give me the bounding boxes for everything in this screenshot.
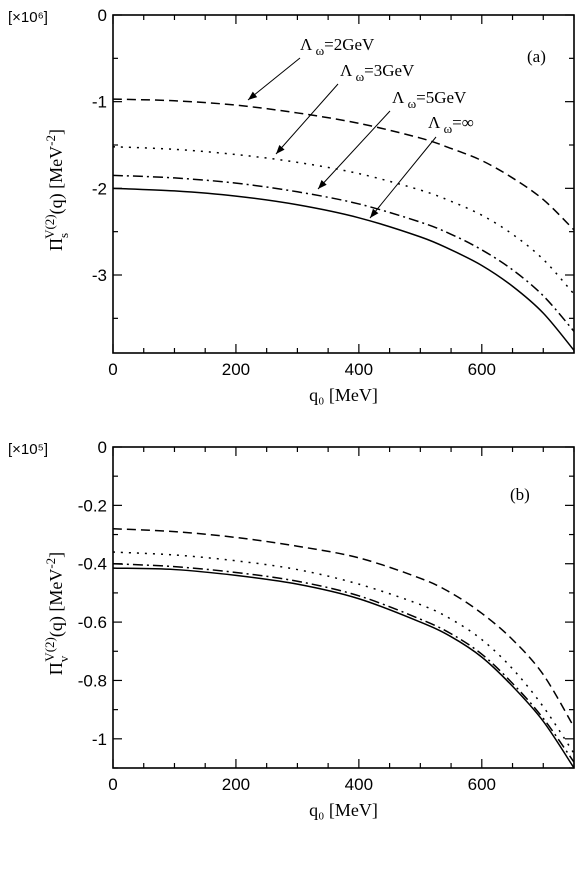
x-tick-label: 400 [345,775,373,794]
x-tick-label: 0 [108,775,117,794]
series-line-dashdot [113,174,574,332]
chart-panel-b: 0 200 400 600 0 -0.2 -0.4 -0.6 -0.8 -1 [×10⁵] (b) q₀… [8,438,575,820]
y-tick-label: -0.6 [78,613,107,632]
x-tick-label: 400 [345,360,373,379]
scale-factor-label: [×10⁵] [8,441,48,458]
y-tick-label: -0.4 [78,555,107,574]
x-tick-label: 0 [108,360,117,379]
arrow-head [370,208,379,218]
series-line-solid [113,187,574,351]
series-line-dotted [113,145,574,295]
series-line-dotted [113,551,574,754]
series-line-dashed [113,98,574,231]
panel-label: (b) [510,485,530,504]
x-tick-label: 200 [222,360,250,379]
x-tick-label: 600 [468,775,496,794]
x-tick-label: 600 [468,360,496,379]
y-tick-label: 0 [98,6,107,25]
arrow-head [318,180,327,189]
series-line-dashdot [113,562,574,763]
x-axis-title: q₀ [MeV] [309,800,378,820]
y-axis-title: ΠvV(2)(q) [MeV-2] [42,552,71,675]
panel-label: (a) [527,47,546,66]
legend-annotation: Λ ω=3GeV [340,61,415,84]
y-axis-title: ΠsV(2)(q) [MeV-2] [42,129,71,251]
series-line-solid [113,567,574,768]
annotation-arrow [369,136,437,219]
series-line-dashed [113,527,574,728]
y-tick-label: -0.2 [78,496,107,515]
legend-annotation: Λ ω=2GeV [300,35,375,58]
annotation-arrow [275,83,339,155]
y-tick-label: -1 [92,93,107,112]
arrow-head [276,144,285,154]
plot-frame [112,446,575,769]
arrow-head [248,91,258,100]
y-tick-label: -2 [92,179,107,198]
y-tick-label: -3 [92,266,107,285]
y-tick-label: -1 [92,730,107,749]
x-tick-label: 200 [222,775,250,794]
legend-annotation: Λ ω=∞ [428,113,474,136]
plot-frame [112,14,575,354]
x-axis-title: q₀ [MeV] [309,385,378,405]
y-tick-label: -0.8 [78,671,107,690]
scale-factor-label: [×10⁶] [8,9,48,26]
annotation-arrow [317,110,391,190]
y-tick-label: 0 [98,438,107,457]
chart-panel-a: 0 200 400 600 0 -1 -2 -3 [×10⁶] (a) q₀ [MeV] ΠsV(2)… [8,6,575,405]
legend-annotation: Λ ω=5GeV [392,88,467,111]
annotation-arrow [247,57,301,101]
